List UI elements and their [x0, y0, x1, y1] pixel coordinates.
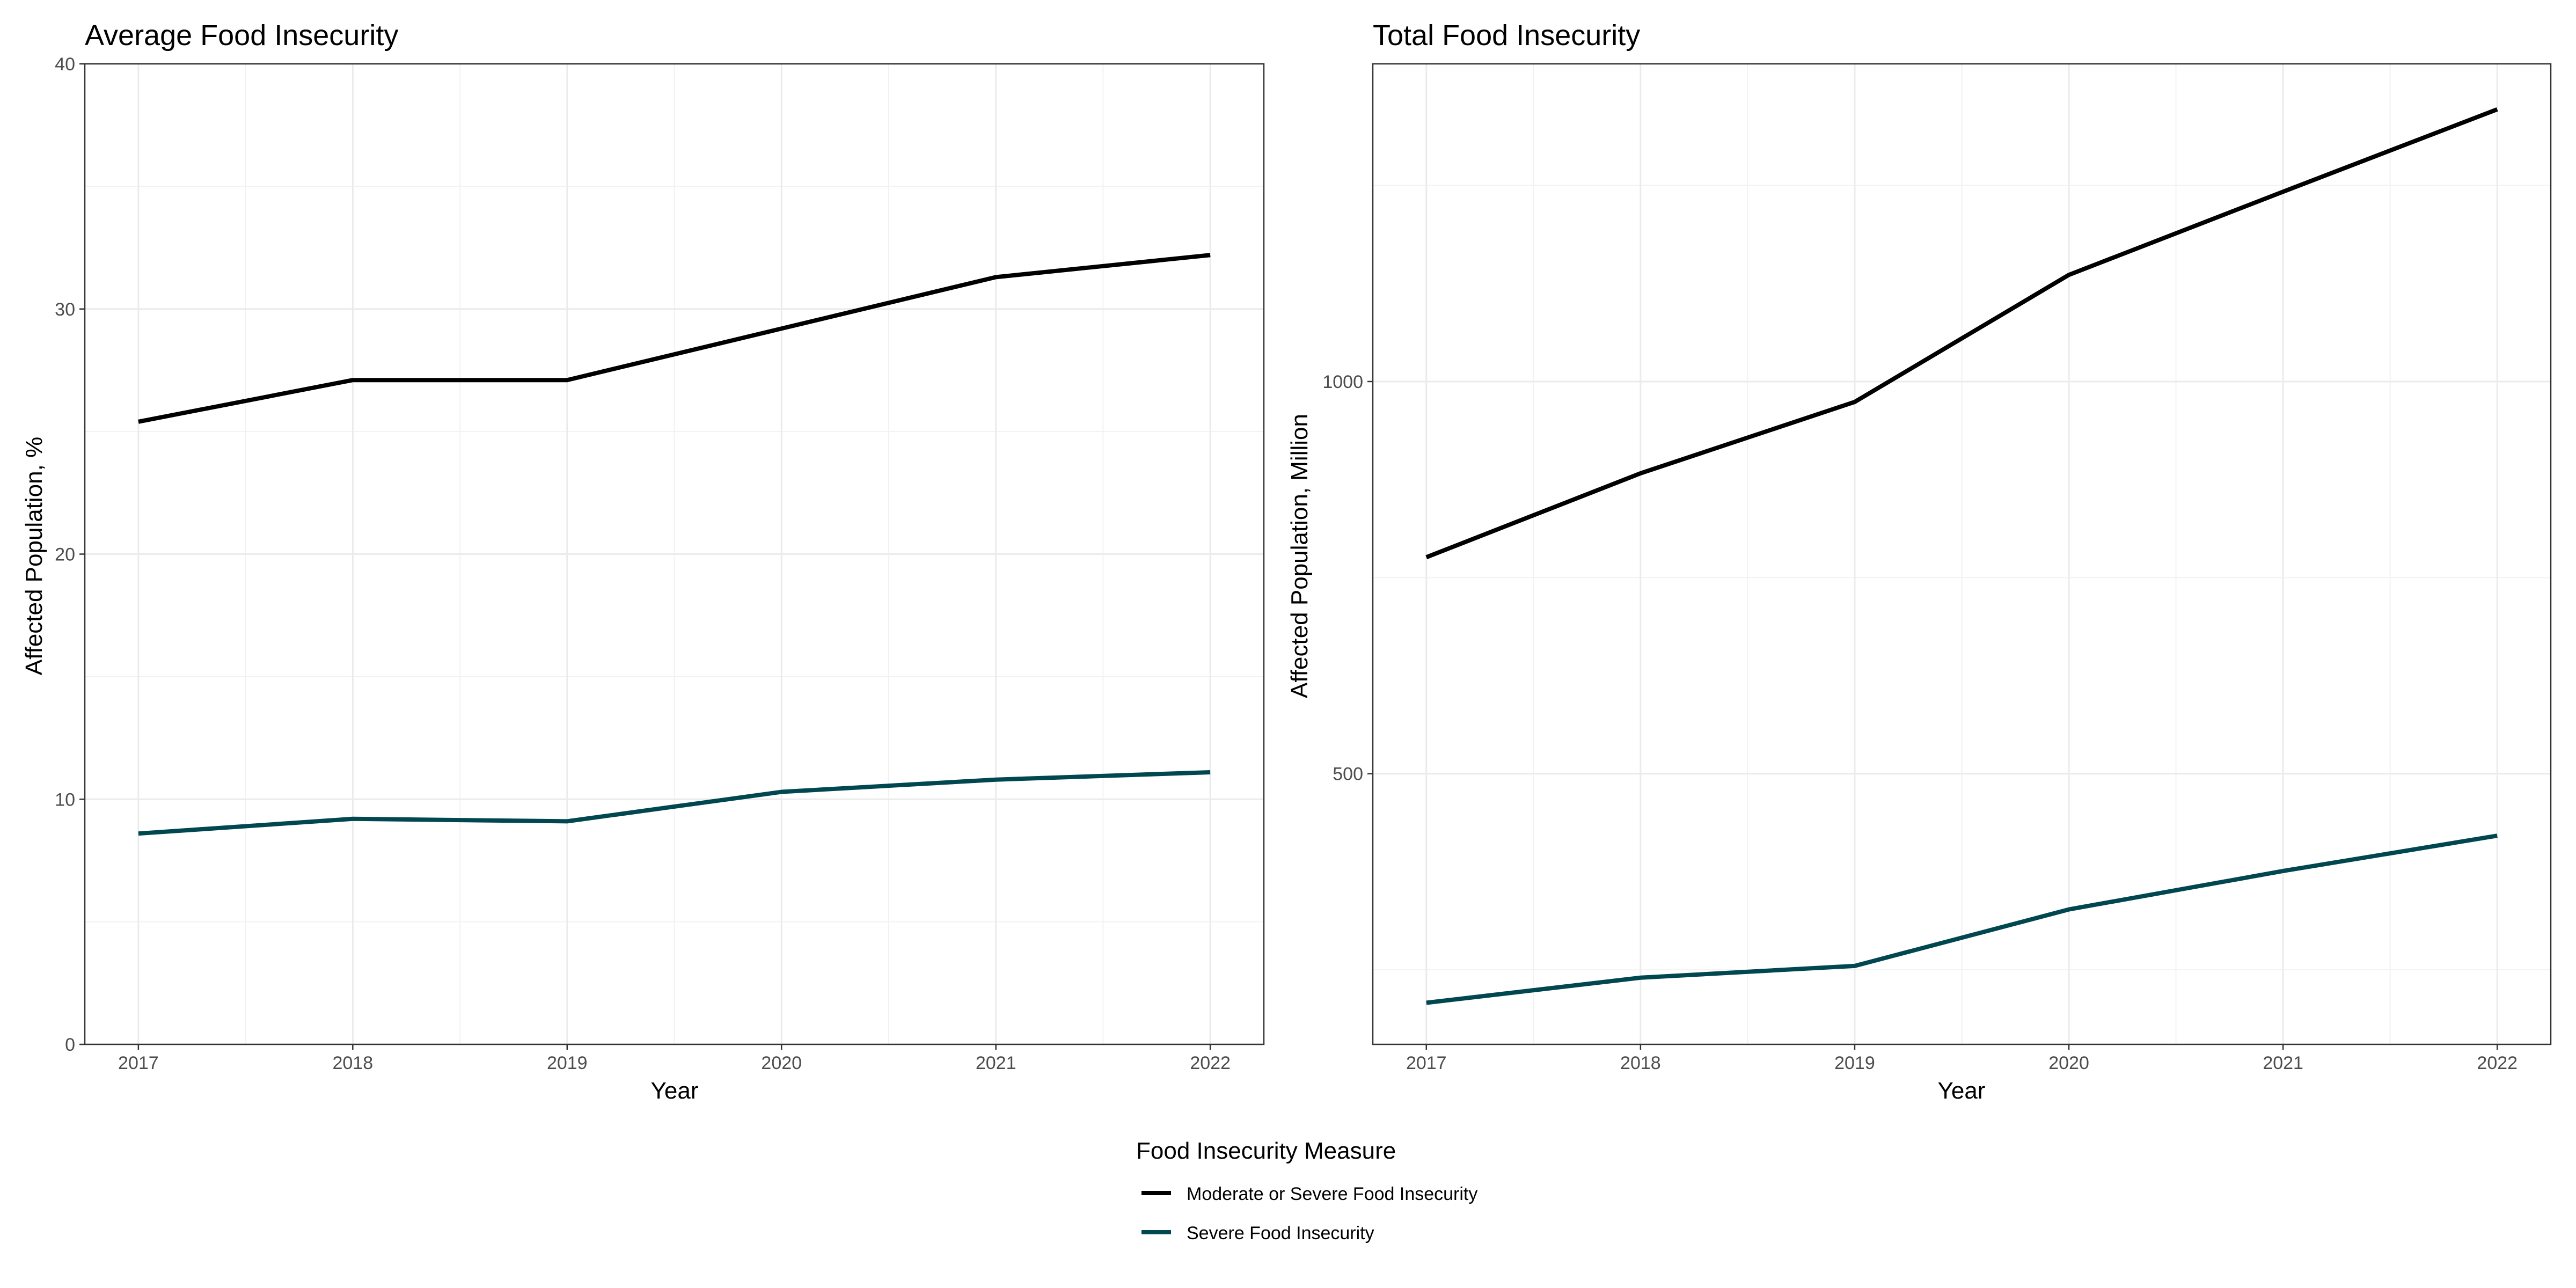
y-tick-label: 30	[55, 299, 75, 320]
x-tick-label: 2021	[976, 1053, 1016, 1073]
x-tick-label: 2018	[1620, 1053, 1661, 1073]
x-axis-title: Year	[651, 1078, 699, 1104]
panel-border	[1372, 63, 2552, 1045]
average-food-insecurity-panel: Average Food Insecurity 2017 2018 2019 2020…	[21, 19, 1265, 1104]
y-axis-title: Affected Population, %	[21, 437, 47, 675]
legend-title: Food Insecurity Measure	[1136, 1138, 1396, 1164]
x-axis-title: Year	[1938, 1078, 1986, 1104]
legend-label-moderate-or-severe: Moderate or Severe Food Insecurity	[1187, 1184, 1477, 1204]
y-tick-label: 500	[1333, 764, 1363, 785]
legend-label-severe: Severe Food Insecurity	[1187, 1223, 1374, 1243]
x-tick-label: 2020	[761, 1053, 802, 1073]
legend: Food Insecurity Measure Moderate or Seve…	[1136, 1138, 1477, 1243]
y-tick-label: 40	[55, 54, 75, 75]
x-tick-label: 2022	[1190, 1053, 1231, 1073]
series-line-severe-food-insecurity	[1426, 833, 2498, 1005]
series-line-severe-food-insecurity	[138, 770, 1211, 836]
y-tick-label: 0	[65, 1035, 75, 1055]
panel-title: Average Food Insecurity	[85, 19, 398, 52]
average-chart-marks: 2017 2018 2019 2020 2021 2022 0 10 20 30 40	[55, 54, 1265, 1073]
series-line-moderate-or-severe-food-insecurity	[138, 253, 1211, 424]
x-tick-label: 2019	[547, 1053, 588, 1073]
x-tick-label: 2021	[2263, 1053, 2303, 1073]
x-tick-label: 2017	[118, 1053, 159, 1073]
y-axis-title: Affected Population, Million	[1286, 414, 1313, 698]
y-tick-label: 20	[55, 545, 75, 565]
x-tick-label: 2018	[332, 1053, 373, 1073]
x-tick-label: 2022	[2477, 1053, 2518, 1073]
total-food-insecurity-panel: Total Food Insecurity 2017 2018 2019 2020 20…	[1286, 19, 2552, 1104]
series-line-moderate-or-severe-food-insecurity	[1425, 107, 2498, 560]
x-tick-label: 2017	[1406, 1053, 1447, 1073]
panel-title: Total Food Insecurity	[1373, 19, 1640, 52]
x-tick-label: 2020	[2048, 1053, 2089, 1073]
y-tick-label: 10	[55, 789, 75, 810]
x-tick-label: 2019	[1834, 1053, 1875, 1073]
total-chart-marks: 2017 2018 2019 2020 2021 2022 500 1000	[1322, 63, 2552, 1073]
y-tick-label: 1000	[1322, 372, 1363, 392]
